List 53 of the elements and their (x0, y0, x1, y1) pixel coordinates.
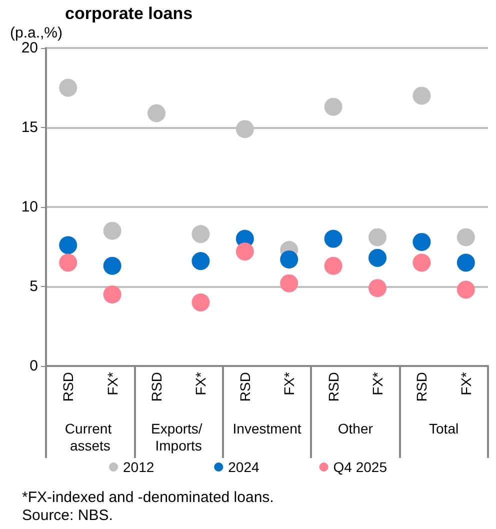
point (148, 104, 166, 122)
legend-label: 2024 (228, 459, 260, 475)
point (59, 236, 78, 254)
point (456, 228, 475, 246)
y-tick-label: 0 (30, 358, 38, 374)
point (192, 252, 210, 270)
legend-label: 2012 (123, 459, 154, 475)
point (192, 293, 210, 312)
point (59, 254, 78, 272)
point (456, 254, 475, 272)
point (368, 248, 386, 267)
y-axis-title: (p.a.,%) (10, 24, 63, 42)
text: Current assets (64, 420, 116, 454)
x-tick-label: FX* (192, 371, 209, 396)
x-tick-label: FX* (281, 371, 298, 396)
point (280, 250, 298, 268)
point (324, 256, 342, 275)
point (456, 280, 475, 299)
x-tick-label: RSD (414, 372, 430, 402)
point (59, 78, 78, 97)
point (412, 254, 431, 272)
point (324, 230, 342, 248)
point (103, 222, 122, 240)
y-tick-label: 10 (21, 198, 38, 216)
point (368, 279, 386, 298)
y-tick-label: 15 (21, 119, 38, 136)
source-note: Source: NBS. (22, 507, 113, 524)
chart-title: corporate loans (65, 4, 193, 23)
x-tick-label: RSD (325, 372, 342, 402)
x-tick-label: RSD (236, 372, 253, 402)
text: *FX-indexed and -denominated loans. (22, 489, 274, 506)
x-tick-label: FX* (370, 371, 386, 396)
point (236, 120, 254, 138)
point (192, 225, 210, 244)
text: Investment (232, 420, 302, 436)
point (103, 256, 122, 275)
point (236, 242, 254, 261)
y-tick-label: 20 (21, 40, 38, 56)
point (368, 228, 386, 246)
y-tick-label: 5 (30, 278, 38, 295)
text: Other (338, 420, 374, 436)
point (280, 274, 298, 292)
point (412, 232, 431, 251)
point (412, 86, 431, 105)
point (103, 285, 122, 304)
x-tick-label: RSD (148, 372, 164, 402)
legend-label: Q4 2025 (333, 459, 388, 475)
text: Exports/ Imports (150, 420, 206, 454)
x-tick-label: FX* (104, 371, 120, 396)
x-tick-label: FX* (458, 371, 474, 396)
x-tick-label: RSD (60, 372, 76, 402)
text: Total (429, 420, 459, 436)
point (324, 98, 342, 116)
